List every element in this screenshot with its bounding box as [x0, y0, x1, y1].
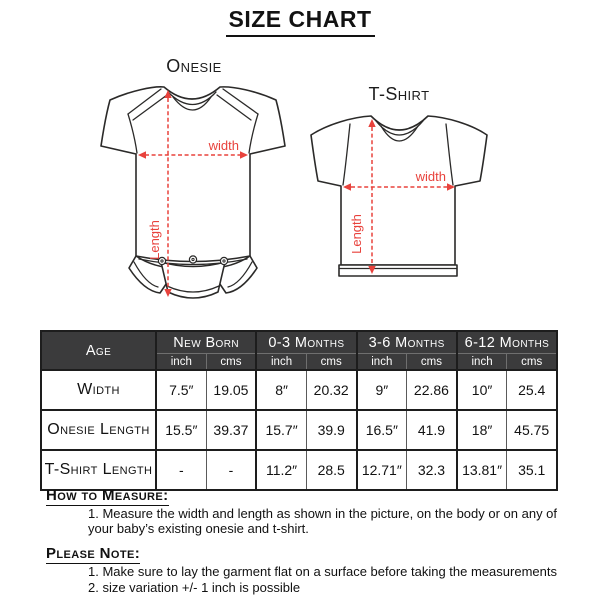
group-header-newborn: New Born	[154, 330, 257, 354]
subheader-inch: inch	[355, 353, 408, 371]
cell-value: 8″	[255, 369, 307, 411]
onesie-snap-buttons	[157, 255, 229, 266]
subheader-cms: cms	[205, 353, 257, 371]
cell-value: 39.37	[205, 409, 257, 451]
cell-value: 22.86	[406, 369, 458, 411]
please-note-heading-text: Please Note:	[46, 545, 141, 564]
tshirt-length-arrow: Length	[349, 119, 376, 274]
cell-value: 16.5″	[355, 409, 408, 451]
onesie-hip-binding	[138, 258, 248, 266]
note-item: 1. Measure the width and length as shown…	[88, 506, 558, 536]
onesie-right-flap-binding	[227, 261, 253, 288]
onesie-crotch-binding	[166, 285, 220, 293]
tshirt-diagram: T-Shirt width Length	[303, 84, 495, 283]
please-note-heading: Please Note:	[46, 545, 558, 564]
onesie-crotch-flap	[160, 261, 226, 299]
cell-value: 10″	[455, 369, 508, 411]
size-table: Age New Born 0-3 Months 3-6 Months 6-12 …	[40, 330, 558, 491]
subheader-cms: cms	[305, 353, 358, 371]
page-title: SIZE CHART	[225, 6, 375, 37]
cell-value: 9″	[355, 369, 408, 411]
note-item: 2. size variation +/- 1 inch is possible	[88, 579, 301, 595]
group-header-0-3-months: 0-3 Months	[255, 330, 358, 354]
tshirt-illustration: width Length	[310, 115, 488, 277]
age-header: Age	[40, 330, 157, 371]
onesie-right-leg-flap	[208, 255, 258, 294]
tshirt-width-label: width	[415, 169, 446, 184]
notes-section: How to Measure: 1. Measure the width and…	[46, 487, 558, 596]
cell-value: 39.9	[305, 409, 358, 451]
subheader-inch: inch	[154, 353, 207, 371]
row-label: T-Shirt Length	[40, 449, 157, 491]
subheader-cms: cms	[406, 353, 458, 371]
cell-value: 20.32	[305, 369, 358, 411]
tshirt-hem-band	[338, 264, 458, 277]
tshirt-collar	[375, 120, 424, 142]
tshirt-width-arrow: width	[343, 169, 455, 191]
tshirt-body-outline	[310, 115, 488, 266]
subheader-cms: cms	[506, 353, 558, 371]
how-to-measure-block: How to Measure: 1. Measure the width and…	[46, 487, 558, 536]
subheader-inch: inch	[455, 353, 508, 371]
how-to-measure-heading: How to Measure:	[46, 487, 558, 506]
cell-value: 35.1	[506, 449, 558, 491]
cell-value: 19.05	[205, 369, 257, 411]
onesie-left-flap-binding	[133, 261, 159, 288]
cell-value: 28.5	[305, 449, 358, 491]
onesie-envelope-neck	[127, 88, 259, 154]
cell-value: 7.5″	[154, 369, 207, 411]
tshirt-sleeve-seams	[342, 123, 454, 186]
how-to-measure-heading-text: How to Measure:	[46, 487, 169, 506]
cell-value: 13.81″	[455, 449, 508, 491]
title-bar: SIZE CHART	[0, 6, 600, 37]
cell-value: 15.5″	[154, 409, 207, 451]
table-row-tshirt-length: T-Shirt Length - - 11.2″ 28.5 12.71″ 32.…	[40, 449, 558, 491]
cell-value: 18″	[455, 409, 508, 451]
cell-value: 12.71″	[355, 449, 408, 491]
onesie-title: Onesie	[166, 56, 222, 76]
tshirt-length-label: Length	[349, 214, 364, 254]
cell-value: -	[205, 449, 257, 491]
note-item: 1. Make sure to lay the garment flat on …	[88, 564, 557, 579]
cell-value: 45.75	[506, 409, 558, 451]
onesie-length-arrow: Length	[147, 90, 172, 297]
onesie-width-label: width	[208, 138, 239, 153]
cell-value: 11.2″	[255, 449, 307, 491]
cell-value: 32.3	[406, 449, 458, 491]
cell-value: 41.9	[406, 409, 458, 451]
table-row-width: Width 7.5″ 19.05 8″ 20.32 9″ 22.86 10″ 2…	[40, 369, 558, 411]
cell-value: 25.4	[506, 369, 558, 411]
onesie-width-arrow: width	[138, 138, 248, 159]
cell-value: 15.7″	[255, 409, 307, 451]
row-label: Width	[40, 369, 157, 411]
group-header-3-6-months: 3-6 Months	[355, 330, 458, 354]
table-row-onesie-length: Onesie Length 15.5″ 39.37 15.7″ 39.9 16.…	[40, 409, 558, 451]
group-header-6-12-months: 6-12 Months	[455, 330, 558, 354]
onesie-length-label: Length	[147, 220, 162, 260]
tshirt-title: T-Shirt	[368, 84, 430, 104]
onesie-left-leg-flap	[128, 255, 178, 294]
onesie-illustration: width Length	[100, 86, 286, 299]
row-label: Onesie Length	[40, 409, 157, 451]
cell-value: -	[154, 449, 207, 491]
subheader-inch: inch	[255, 353, 307, 371]
onesie-diagram: Onesie	[98, 56, 290, 305]
please-note-block: Please Note: 1. Make sure to lay the gar…	[46, 545, 558, 595]
